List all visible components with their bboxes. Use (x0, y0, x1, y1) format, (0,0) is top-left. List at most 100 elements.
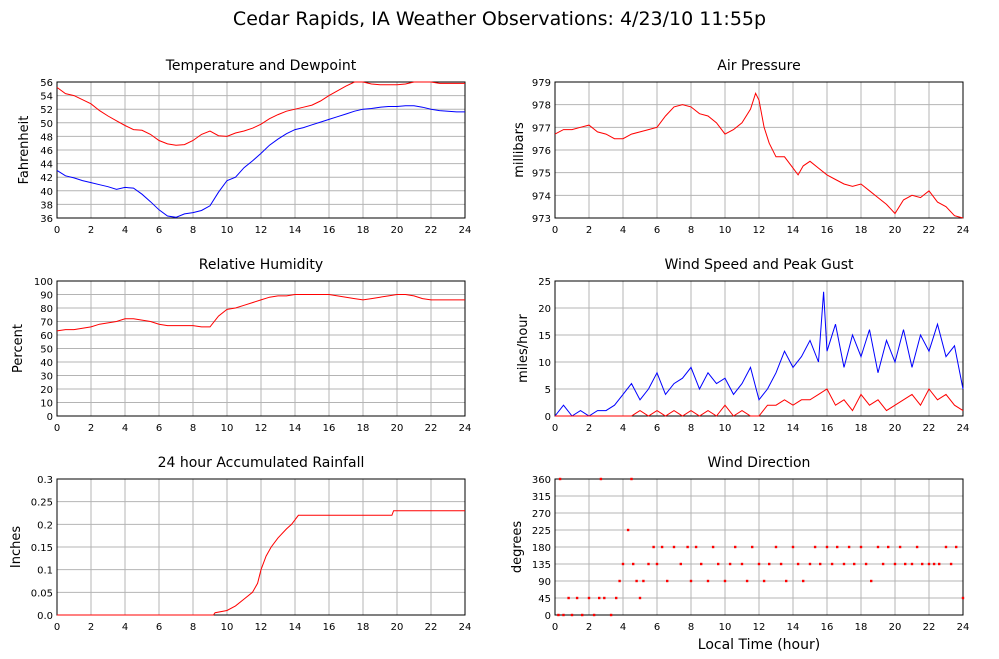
y-axis-label: degrees (510, 521, 525, 574)
y-tick-label: 0.05 (31, 588, 53, 599)
x-tick-label: 12 (255, 225, 268, 236)
data-point (630, 477, 633, 481)
data-point (757, 562, 761, 566)
data-point (635, 579, 638, 583)
data-point (813, 545, 817, 549)
data-point (774, 545, 778, 549)
x-tick-label: 4 (122, 423, 128, 434)
data-point (666, 579, 669, 583)
y-tick-label: 36 (40, 214, 53, 225)
x-tick-label: 8 (688, 423, 694, 434)
data-point (762, 579, 766, 583)
y-tick-label: 979 (532, 78, 551, 89)
x-tick-label: 14 (289, 622, 302, 633)
x-tick-label: 16 (323, 622, 336, 633)
y-tick-label: 10 (40, 399, 53, 410)
series-line-0 (554, 291, 964, 417)
data-point (836, 545, 839, 549)
y-tick-label: 48 (40, 132, 53, 143)
data-point (927, 562, 931, 566)
data-point (881, 562, 885, 566)
main-title: Cedar Rapids, IA Weather Observations: 4… (232, 8, 767, 30)
y-tick-label: 135 (532, 560, 551, 571)
data-point (700, 562, 703, 566)
x-tick-label: 16 (821, 225, 834, 236)
y-axis-label: millibars (512, 122, 527, 178)
y-tick-label: 0.2 (37, 520, 53, 531)
data-point (898, 545, 902, 549)
y-tick-label: 0 (545, 412, 551, 423)
y-tick-label: 40 (40, 187, 53, 198)
y-tick-label: 10 (538, 358, 551, 369)
x-tick-label: 0 (54, 225, 60, 236)
x-tick-label: 12 (753, 225, 766, 236)
plot-frame (56, 280, 466, 417)
x-tick-label: 6 (654, 622, 660, 633)
y-tick-label: 0 (47, 412, 53, 423)
data-point (961, 596, 965, 600)
y-tick-label: 0 (545, 611, 551, 622)
plot-frame (56, 478, 466, 616)
x-tick-label: 10 (719, 423, 732, 434)
x-tick-label: 14 (787, 622, 800, 633)
data-point (615, 596, 618, 600)
y-tick-label: 976 (532, 146, 551, 157)
data-point (955, 545, 958, 549)
x-tick-label: 24 (957, 622, 970, 633)
x-tick-label: 8 (190, 423, 196, 434)
x-tick-label: 24 (459, 225, 472, 236)
y-tick-label: 80 (40, 304, 53, 315)
plot-frame (554, 478, 964, 616)
data-point (686, 545, 689, 549)
y-tick-label: 20 (538, 304, 551, 315)
chart-title: 24 hour Accumulated Rainfall (158, 455, 365, 471)
x-tick-label: 2 (586, 423, 592, 434)
x-tick-label: 20 (889, 622, 902, 633)
y-tick-label: 38 (40, 200, 53, 211)
y-tick-label: 46 (40, 146, 53, 157)
x-tick-label: 24 (957, 423, 970, 434)
data-point (660, 545, 664, 549)
x-tick-label: 0 (552, 225, 558, 236)
data-point (768, 562, 771, 566)
x-tick-label: 8 (688, 225, 694, 236)
series-line-1 (555, 388, 964, 417)
x-tick-label: 18 (357, 423, 370, 434)
series-line-0 (56, 81, 465, 146)
data-point (876, 545, 880, 549)
x-tick-label: 6 (156, 225, 162, 236)
data-point (655, 562, 659, 566)
y-tick-label: 30 (40, 372, 53, 383)
data-point (609, 613, 613, 617)
data-point (562, 613, 565, 617)
data-point (949, 562, 953, 566)
data-point (859, 545, 863, 549)
data-point (557, 613, 560, 617)
y-tick-label: 90 (40, 291, 53, 302)
x-tick-label: 14 (289, 225, 302, 236)
data-point (819, 562, 822, 566)
x-tick-label: 16 (821, 622, 834, 633)
x-tick-label: 2 (586, 225, 592, 236)
x-tick-label: 14 (787, 225, 800, 236)
x-tick-label: 6 (156, 423, 162, 434)
x-tick-label: 12 (753, 423, 766, 434)
plot-frame (56, 81, 466, 219)
series-line-1 (56, 105, 465, 218)
data-point (796, 562, 800, 566)
chart-title: Air Pressure (717, 58, 800, 74)
data-point (740, 562, 744, 566)
data-point (734, 545, 737, 549)
y-tick-label: 15 (538, 331, 551, 342)
data-point (570, 613, 574, 617)
data-point (638, 596, 642, 600)
data-point (932, 562, 936, 566)
chart-title: Wind Speed and Peak Gust (665, 257, 854, 273)
y-tick-label: 90 (538, 577, 551, 588)
x-tick-label: 22 (923, 622, 936, 633)
data-point (830, 562, 834, 566)
x-tick-label: 18 (855, 423, 868, 434)
x-tick-label: 18 (855, 225, 868, 236)
